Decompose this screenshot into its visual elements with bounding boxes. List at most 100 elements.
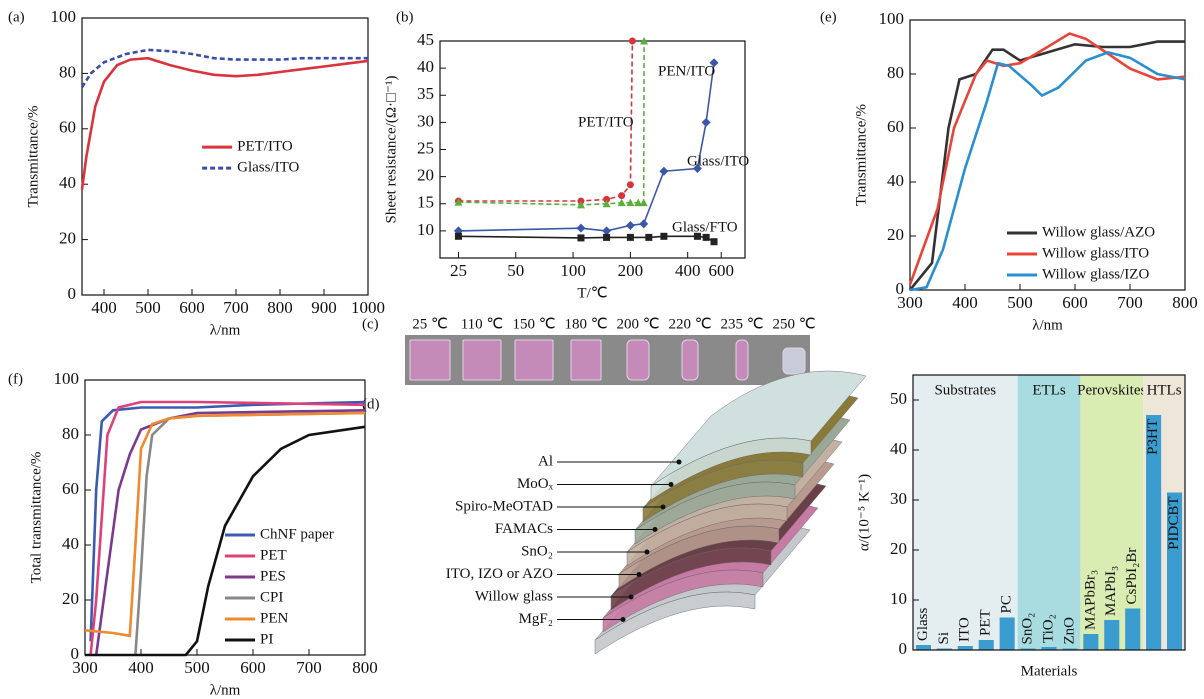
sample-photo — [782, 347, 806, 375]
series-line — [85, 425, 366, 657]
group-label: Substrates — [934, 382, 996, 398]
sample-photo — [462, 339, 502, 381]
x-tick-label: 400 — [128, 658, 154, 677]
bar — [978, 640, 994, 650]
point — [702, 233, 710, 241]
leader-dot — [668, 482, 674, 487]
series-line — [908, 40, 1185, 291]
series-line — [84, 411, 366, 638]
layer-front — [594, 591, 756, 655]
point — [693, 232, 701, 240]
x-axis-label: λ/nm — [210, 682, 241, 698]
layer-label: FAMACs — [495, 521, 553, 537]
point — [603, 233, 611, 241]
annotation: PEN/ITO — [658, 63, 715, 79]
panel-label: (c) — [362, 316, 379, 332]
point — [639, 198, 648, 207]
sample-photo — [514, 339, 554, 381]
point — [645, 233, 653, 241]
x-tick-label: 100 — [560, 261, 586, 280]
y-axis-label: Transmittance/% — [25, 106, 41, 208]
point — [602, 226, 612, 236]
y-tick-label: 40 — [59, 173, 76, 192]
y-tick-label: 100 — [51, 7, 77, 26]
leader-dot — [660, 504, 666, 510]
group-band — [913, 375, 1018, 650]
panel-label: (a) — [8, 9, 25, 25]
x-tick-label: 500 — [184, 658, 210, 677]
y-axis-label: Total transmittance/% — [28, 452, 44, 584]
series-line — [89, 400, 366, 642]
bar-label: MAPbBr₃ — [1082, 570, 1098, 630]
y-tick-label: 50 — [890, 389, 907, 408]
point — [577, 234, 585, 242]
y-tick-label: 30 — [890, 489, 907, 508]
layer-label: SnO₂ — [521, 543, 553, 559]
x-tick-label: 800 — [267, 298, 293, 317]
y-tick-label: 100 — [54, 369, 80, 388]
point — [628, 37, 636, 45]
layer-front — [610, 547, 772, 611]
y-tick-label: 0 — [71, 644, 80, 663]
temperature-label: 25 ℃ — [412, 316, 448, 332]
y-tick-label: 80 — [887, 63, 904, 82]
legend-label: PET/ITO — [237, 139, 293, 155]
x-tick-label: 200 — [618, 261, 644, 280]
bar-label: ZnO — [1061, 617, 1077, 645]
legend-label: PES — [260, 568, 286, 584]
bar-label: CsPbI₂Br — [1124, 548, 1140, 605]
legend-label: Glass/ITO — [237, 160, 299, 176]
y-tick-label: 20 — [62, 589, 79, 608]
group-label: HTLs — [1147, 382, 1182, 398]
x-tick-label: 900 — [311, 298, 337, 317]
x-tick-label: 600 — [240, 658, 266, 677]
y-tick-label: 10 — [417, 220, 434, 239]
x-tick-label: 600 — [1062, 293, 1088, 312]
panel-label: (e) — [820, 9, 837, 25]
series-line — [89, 400, 366, 656]
leader-dot — [620, 617, 626, 622]
bar-label: SnO₂ — [1020, 613, 1036, 645]
point — [710, 238, 718, 246]
bar-label: ITO — [957, 617, 973, 642]
point — [617, 198, 626, 207]
x-tick-label: 50 — [507, 261, 524, 280]
y-tick-label: 80 — [62, 424, 79, 443]
series-line — [80, 48, 368, 88]
annotation: PET/ITO — [578, 114, 634, 130]
bar-label: PC — [999, 595, 1015, 613]
y-tick-label: 35 — [417, 84, 434, 103]
x-axis-label: λ/nm — [210, 322, 241, 338]
y-tick-label: 40 — [890, 439, 907, 458]
leader-dot — [676, 459, 682, 465]
point — [639, 219, 649, 229]
series-line — [80, 56, 369, 190]
y-tick-label: 40 — [887, 171, 904, 190]
bar — [1083, 634, 1099, 650]
x-tick-label: 500 — [135, 298, 161, 317]
point — [709, 58, 719, 68]
bar — [1041, 647, 1057, 650]
plot-frame — [912, 374, 1186, 651]
sample-photo — [626, 339, 650, 381]
bar — [1104, 620, 1120, 650]
point — [603, 195, 611, 203]
layer-front — [642, 459, 804, 523]
leader-dot — [644, 549, 650, 555]
bar-label: TiO₂ — [1040, 614, 1056, 643]
annotation: Glass/FTO — [672, 219, 738, 235]
y-axis-label: Transmittance/% — [853, 104, 869, 206]
point — [626, 233, 634, 241]
bar-label: PIDCBT — [1166, 497, 1182, 550]
legend-label: Willow glass/IZO — [1042, 266, 1149, 282]
y-tick-label: 0 — [899, 639, 908, 658]
annotation: Glass/ITO — [687, 153, 749, 169]
group-label: ETLs — [1032, 382, 1065, 398]
y-tick-label: 0 — [896, 279, 905, 298]
x-tick-label: 400 — [952, 293, 978, 312]
point — [692, 163, 702, 173]
point — [454, 232, 462, 240]
bar — [1020, 648, 1036, 650]
bar-label: P3HT — [1145, 419, 1161, 455]
